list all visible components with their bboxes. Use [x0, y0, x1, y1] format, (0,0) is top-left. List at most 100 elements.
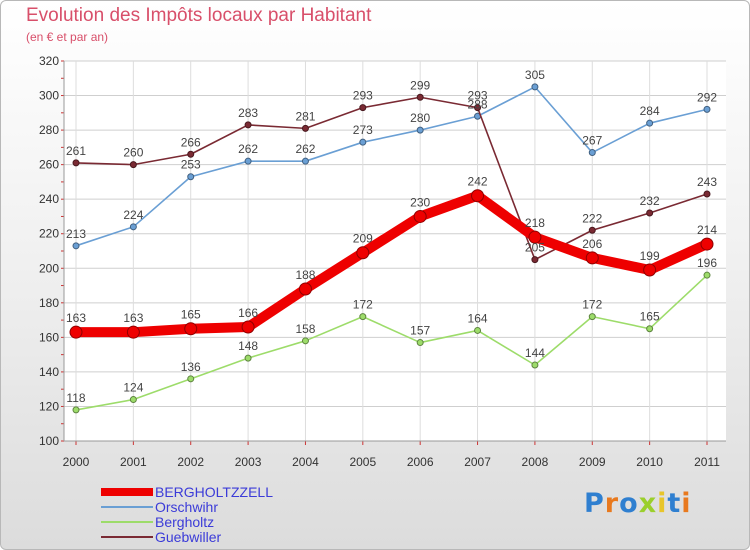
data-point-orschwihr [72, 242, 80, 250]
data-label-bergholtzzell: 163 [66, 311, 86, 325]
data-point-orschwihr [531, 83, 539, 91]
x-tick-label: 2006 [407, 455, 434, 469]
data-label-bergholtzzell: 206 [582, 237, 602, 251]
x-tick-label: 2000 [63, 455, 90, 469]
y-tick-label: 240 [39, 192, 59, 206]
logo-letter: o [619, 488, 639, 519]
data-point-orschwihr [703, 105, 711, 113]
data-point-guebwiller [646, 209, 654, 217]
data-label-orschwihr: 253 [181, 158, 201, 172]
data-point-bergholtz [244, 354, 252, 362]
logo-letter: x [638, 488, 658, 519]
y-tick-label: 300 [39, 89, 59, 103]
y-tick-label: 260 [39, 158, 59, 172]
y-tick-label: 120 [39, 399, 59, 413]
data-label-bergholtzzell: 163 [123, 311, 143, 325]
y-tick-label: 220 [39, 227, 59, 241]
data-point-bergholtz [187, 375, 195, 383]
data-point-orschwihr [416, 126, 424, 134]
data-point-guebwiller [474, 104, 482, 112]
data-label-bergholtzzell: 209 [353, 232, 373, 246]
data-point-bergholtz [646, 325, 654, 333]
data-point-bergholtz [703, 271, 711, 279]
data-point-bergholtzzell [126, 325, 140, 339]
logo-letter: r [604, 488, 620, 519]
data-label-bergholtzzell: 218 [525, 216, 545, 230]
series-line-bergholtzzell [71, 190, 712, 338]
data-point-orschwihr [129, 223, 137, 231]
series-line-guebwiller [75, 96, 708, 261]
data-point-bergholtz [301, 337, 309, 345]
y-tick-label: 320 [39, 54, 59, 68]
x-tick-label: 2004 [292, 455, 319, 469]
logo-letter: i [657, 488, 668, 519]
data-label-bergholtzzell: 230 [410, 195, 430, 209]
data-label-guebwiller: 293 [468, 89, 488, 103]
data-point-guebwiller [531, 256, 539, 264]
data-label-guebwiller: 266 [181, 135, 201, 149]
data-label-bergholtz: 165 [640, 310, 660, 324]
data-point-bergholtz [531, 361, 539, 369]
series-line-orschwihr [75, 86, 708, 247]
data-point-guebwiller [301, 124, 309, 132]
data-point-bergholtz [72, 406, 80, 414]
x-tick-label: 2010 [636, 455, 663, 469]
data-point-guebwiller [129, 161, 137, 169]
plot-area [64, 61, 726, 441]
legend-swatch-guebwiller [101, 536, 153, 538]
data-point-guebwiller [187, 150, 195, 158]
data-label-orschwihr: 213 [66, 227, 86, 241]
data-point-guebwiller [72, 159, 80, 167]
data-point-orschwihr [588, 149, 596, 157]
data-label-orschwihr: 262 [238, 142, 258, 156]
data-point-bergholtzzell [241, 320, 255, 334]
logo-letter: i [681, 488, 692, 519]
y-tick-label: 280 [39, 123, 59, 137]
data-label-guebwiller: 299 [410, 78, 430, 92]
data-label-orschwihr: 284 [640, 104, 660, 118]
legend-label-bergholtz: Bergholtz [155, 514, 215, 530]
data-point-bergholtzzell [413, 209, 427, 223]
x-tick-label: 2007 [464, 455, 491, 469]
y-tick-label: 180 [39, 296, 59, 310]
data-point-bergholtzzell [471, 189, 485, 203]
data-label-orschwihr: 267 [582, 134, 602, 148]
data-label-bergholtz: 118 [66, 391, 85, 405]
y-tick-label: 200 [39, 261, 59, 275]
data-label-orschwihr: 288 [468, 97, 488, 111]
chart-subtitle: (en € et par an) [26, 30, 109, 44]
data-label-guebwiller: 261 [66, 144, 86, 158]
x-tick-label: 2008 [522, 455, 549, 469]
data-label-guebwiller: 283 [238, 106, 258, 120]
data-point-bergholtzzell [356, 246, 370, 260]
data-point-bergholtzzell [643, 263, 657, 277]
data-point-bergholtz [129, 396, 137, 404]
data-point-guebwiller [416, 93, 424, 101]
data-point-bergholtz [416, 339, 424, 347]
data-label-bergholtzzell: 165 [181, 308, 201, 322]
data-label-bergholtz: 196 [697, 256, 717, 270]
data-label-guebwiller: 222 [582, 211, 602, 225]
data-point-guebwiller [359, 104, 367, 112]
data-point-bergholtz [474, 326, 482, 334]
data-label-guebwiller: 243 [697, 175, 717, 189]
data-label-bergholtz: 158 [295, 322, 315, 336]
data-label-orschwihr: 224 [123, 208, 143, 222]
data-point-bergholtz [359, 313, 367, 321]
data-label-bergholtz: 172 [353, 298, 373, 312]
data-label-guebwiller: 260 [123, 146, 143, 160]
legend-swatch-orschwihr [101, 506, 153, 508]
x-tick-label: 2003 [235, 455, 262, 469]
data-point-guebwiller [244, 121, 252, 129]
data-label-bergholtzzell: 242 [468, 175, 488, 189]
data-label-guebwiller: 232 [640, 194, 660, 208]
data-point-orschwihr [244, 157, 252, 165]
x-tick-label: 2001 [120, 455, 147, 469]
data-point-orschwihr [359, 138, 367, 146]
data-point-guebwiller [588, 226, 596, 234]
data-point-orschwihr [646, 119, 654, 127]
y-tick-label: 140 [39, 365, 59, 379]
data-point-guebwiller [703, 190, 711, 198]
data-point-bergholtz [588, 313, 596, 321]
